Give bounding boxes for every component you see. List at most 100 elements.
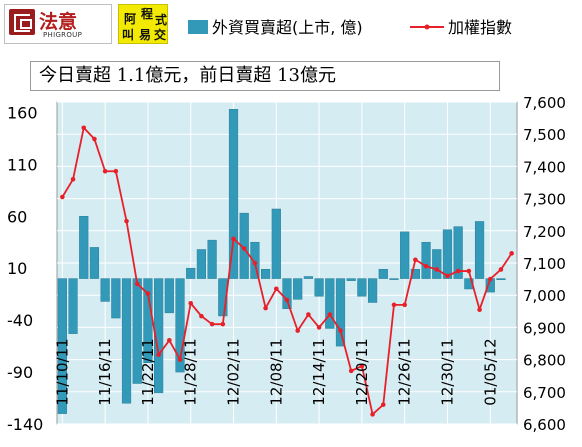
bar	[79, 216, 89, 279]
right-tick-label: 7,300	[523, 191, 566, 209]
right-tick-label: 7,000	[523, 287, 566, 305]
bar	[357, 278, 367, 297]
index-point	[498, 267, 504, 272]
index-point	[177, 357, 183, 362]
bar	[314, 278, 324, 297]
index-point	[81, 125, 87, 131]
legend-line-label: 加權指數	[448, 18, 513, 37]
badge-char: 阿	[124, 12, 137, 26]
index-point	[295, 328, 300, 333]
bar	[111, 278, 121, 319]
x-tick-label: 11/10/11	[53, 338, 71, 405]
right-tick-label: 6,800	[523, 352, 566, 370]
index-point	[455, 268, 461, 274]
bar	[474, 221, 485, 279]
index-point	[477, 307, 482, 312]
index-point	[124, 218, 129, 224]
legend-bar-item: 外資買賣超(上市, 億)	[188, 14, 363, 38]
bar	[410, 268, 420, 279]
badge-logo: 程 式 交 易 叫 阿	[118, 4, 168, 44]
bar	[367, 278, 378, 303]
index-point	[102, 168, 108, 174]
brand-name: 法意	[39, 11, 78, 33]
bar	[421, 241, 431, 279]
right-tick-label: 7,200	[523, 223, 566, 241]
legend-bar-swatch	[188, 20, 208, 34]
left-tick-label: 160	[7, 103, 38, 122]
line-series	[60, 125, 514, 417]
badge-char: 叫	[122, 28, 135, 42]
index-point	[70, 176, 76, 182]
bar	[335, 278, 346, 347]
bar	[453, 226, 463, 279]
index-point	[359, 363, 365, 369]
bar	[496, 278, 506, 280]
x-tick-label: 11/16/11	[96, 338, 114, 405]
bar	[378, 268, 388, 279]
index-point	[145, 291, 151, 296]
x-tick-label: 01/05/12	[481, 338, 499, 405]
index-point	[156, 352, 161, 358]
brand-sub: PHIGROUP	[43, 31, 83, 39]
legend-line-swatch	[410, 24, 444, 30]
bar	[389, 278, 399, 280]
seal-icon	[9, 9, 35, 35]
bar	[250, 241, 260, 279]
index-point	[306, 312, 311, 317]
badge-char: 式	[155, 13, 168, 27]
left-tick-label: 60	[7, 207, 27, 226]
bar	[432, 249, 442, 279]
right-tick-label: 7,100	[523, 255, 566, 273]
bar	[218, 278, 228, 317]
bar	[207, 239, 217, 279]
bar	[89, 247, 100, 279]
index-point	[241, 246, 247, 251]
left-tick-label: -40	[7, 311, 33, 330]
index-point	[209, 321, 215, 327]
x-axis: 11/10/11 11/16/11 11/22/11 11/28/11 12/02/11…	[53, 338, 499, 405]
index-point	[423, 263, 429, 269]
brand-logo: 法意 PHIGROUP	[4, 4, 112, 44]
left-tick-label: -140	[7, 415, 43, 434]
bar	[261, 268, 271, 279]
bar	[271, 208, 281, 279]
index-point	[487, 276, 493, 282]
bar	[325, 278, 335, 329]
right-tick-label: 6,900	[523, 319, 566, 337]
right-tick-label: 7,600	[523, 94, 566, 112]
right-tick-label: 7,400	[523, 158, 566, 176]
x-tick-label: 12/26/11	[396, 338, 414, 405]
bar	[442, 229, 453, 279]
bar	[282, 278, 292, 309]
badge-char: 易	[139, 28, 152, 42]
x-tick-label: 12/14/11	[310, 338, 328, 405]
index-point	[509, 251, 514, 256]
bar	[228, 109, 239, 279]
index-point	[199, 313, 204, 319]
index-point	[434, 267, 440, 272]
index-point	[348, 368, 354, 374]
badge-char: 交	[154, 28, 167, 42]
x-tick-label: 11/22/11	[139, 338, 157, 405]
right-tick-label: 6,700	[523, 384, 566, 402]
bar	[196, 249, 207, 279]
left-tick-label: -90	[7, 363, 33, 382]
index-point	[316, 325, 322, 330]
bar	[175, 278, 185, 373]
index-point	[327, 312, 333, 317]
bar	[239, 212, 249, 279]
bar	[346, 278, 356, 281]
headline-box: 今日賣超 1.1億元，前日賣超 13億元	[30, 61, 500, 91]
index-point	[167, 337, 172, 343]
bar	[186, 267, 196, 279]
x-tick-label: 12/30/11	[438, 338, 456, 405]
right-tick-label: 7,500	[523, 126, 566, 144]
index-point	[60, 194, 65, 200]
index-point	[391, 302, 397, 308]
index-point	[113, 168, 119, 174]
index-point	[231, 236, 236, 242]
index-point	[370, 412, 375, 417]
x-tick-label: 12/20/11	[353, 338, 371, 405]
bar	[121, 278, 132, 404]
